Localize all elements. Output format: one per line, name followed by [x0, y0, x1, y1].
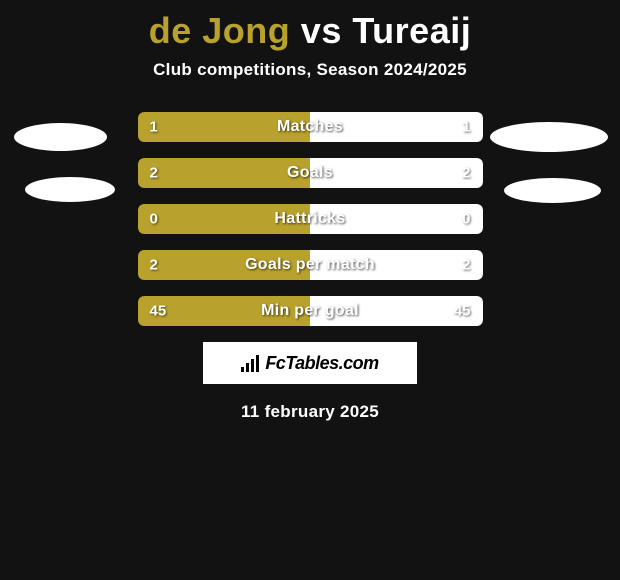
stat-value-left: 2	[150, 257, 158, 274]
stat-label: Goals	[287, 164, 333, 182]
stat-label: Hattricks	[274, 210, 345, 228]
stat-value-left: 0	[150, 211, 158, 228]
stat-value-right: 0	[462, 211, 470, 228]
vs-text: vs	[301, 10, 342, 51]
stat-row: 0 0 Hattricks	[138, 204, 483, 234]
stat-value-right: 45	[454, 303, 471, 320]
stat-label: Goals per match	[245, 256, 375, 274]
stat-row: 1 1 Matches	[138, 112, 483, 142]
stat-value-left: 45	[150, 303, 167, 320]
stat-value-left: 2	[150, 165, 158, 182]
subtitle: Club competitions, Season 2024/2025	[0, 60, 620, 80]
stat-value-right: 1	[462, 119, 470, 136]
comparison-title: de Jong vs Tureaij	[0, 0, 620, 52]
stat-bar-right	[310, 158, 483, 188]
stat-label: Matches	[277, 118, 343, 136]
stat-value-right: 2	[462, 257, 470, 274]
date-text: 11 february 2025	[0, 402, 620, 422]
decorative-ellipse	[490, 122, 608, 152]
logo-text: FcTables.com	[265, 353, 378, 374]
player2-name: Tureaij	[352, 10, 471, 51]
decorative-ellipse	[14, 123, 107, 151]
decorative-ellipse	[25, 177, 115, 202]
stat-value-left: 1	[150, 119, 158, 136]
stat-row: 2 2 Goals per match	[138, 250, 483, 280]
player1-name: de Jong	[149, 10, 291, 51]
decorative-ellipse	[504, 178, 601, 203]
stat-label: Min per goal	[261, 302, 359, 320]
site-logo: FcTables.com	[203, 342, 417, 384]
stat-row: 45 45 Min per goal	[138, 296, 483, 326]
logo-chart-icon	[241, 354, 259, 372]
stat-value-right: 2	[462, 165, 470, 182]
stat-row: 2 2 Goals	[138, 158, 483, 188]
stat-bar-left	[138, 158, 311, 188]
